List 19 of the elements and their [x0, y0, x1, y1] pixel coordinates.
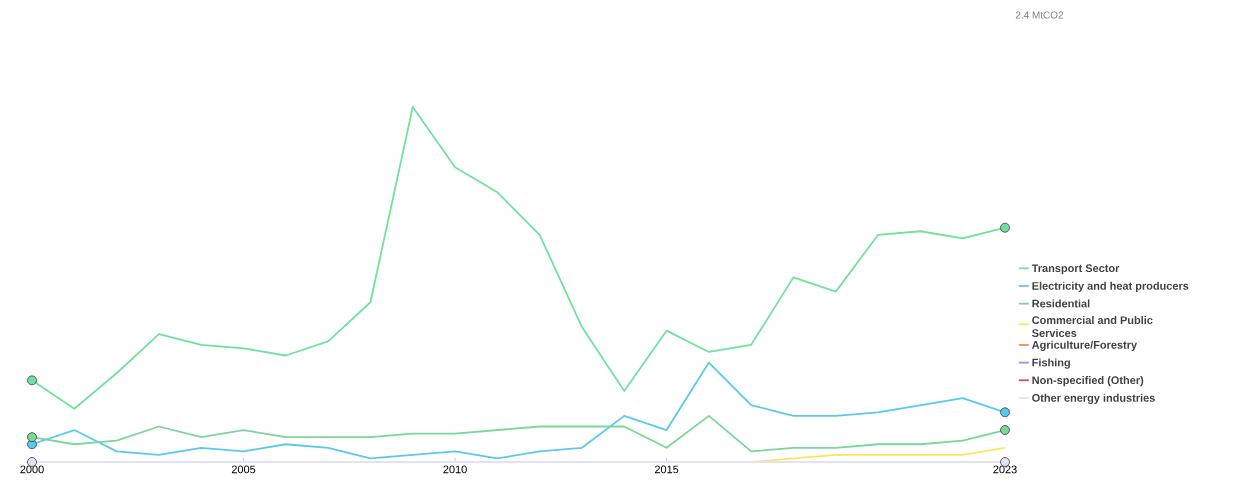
point — [27, 375, 37, 386]
legend-label: Non-specified (Other) — [1032, 376, 1144, 387]
text: 2.4 MtCO2 — [1015, 11, 1064, 19]
legend-label: Residential — [1032, 299, 1090, 308]
point — [1000, 425, 1010, 435]
legend-label: Fishing — [1032, 358, 1070, 369]
legend-label: Commercial and Public Services — [1032, 315, 1153, 337]
x-tick-label: 2000 — [20, 465, 44, 474]
legend-label: Agriculture/Forestry — [1031, 340, 1137, 351]
legend-label: Transport Sector — [1031, 264, 1120, 275]
x-tick-label: 2015 — [654, 465, 679, 474]
x-tick-label: 2023 — [993, 465, 1017, 474]
x-tick-label: 2005 — [231, 465, 256, 474]
point — [1000, 407, 1010, 418]
legend-label: Electricity and heat producers — [1032, 281, 1189, 292]
point — [1000, 222, 1010, 233]
point — [27, 432, 37, 443]
legend-label: Other energy industries — [1032, 393, 1155, 405]
x-tick-label: 2010 — [443, 465, 467, 474]
